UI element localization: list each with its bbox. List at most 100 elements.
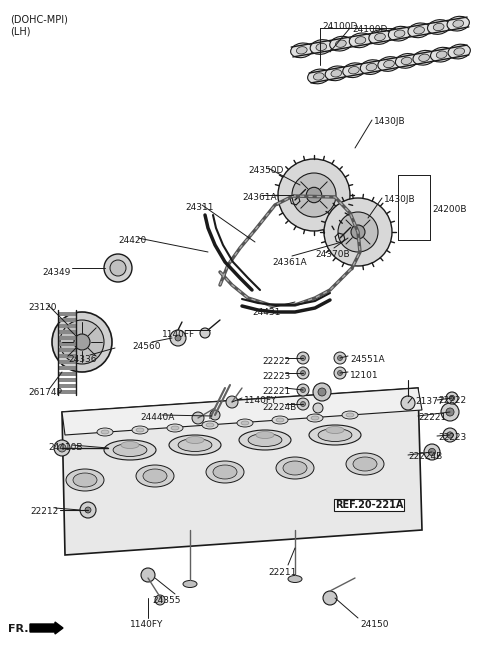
Circle shape: [313, 403, 323, 413]
Text: FR.: FR.: [8, 624, 28, 634]
Ellipse shape: [113, 443, 147, 457]
Polygon shape: [62, 388, 422, 555]
Ellipse shape: [316, 43, 327, 50]
Ellipse shape: [346, 413, 354, 417]
Text: 23120: 23120: [28, 303, 57, 312]
Ellipse shape: [136, 465, 174, 487]
Text: 24311: 24311: [185, 203, 214, 212]
Ellipse shape: [413, 50, 435, 65]
Circle shape: [300, 356, 305, 360]
Ellipse shape: [239, 430, 291, 450]
Ellipse shape: [241, 421, 249, 425]
Text: 22223: 22223: [262, 372, 290, 381]
Circle shape: [226, 396, 238, 408]
Text: 22224B: 22224B: [262, 403, 296, 412]
Ellipse shape: [343, 63, 365, 77]
Circle shape: [155, 595, 165, 605]
Circle shape: [74, 334, 90, 350]
Circle shape: [446, 408, 454, 416]
Text: 22223: 22223: [438, 433, 466, 442]
Circle shape: [210, 410, 220, 420]
Ellipse shape: [288, 576, 302, 582]
Ellipse shape: [346, 453, 384, 475]
Ellipse shape: [237, 419, 253, 427]
Circle shape: [300, 402, 305, 407]
Text: 22221: 22221: [418, 413, 446, 422]
Text: 1140FY: 1140FY: [130, 620, 163, 629]
Ellipse shape: [447, 16, 469, 31]
Ellipse shape: [101, 430, 109, 434]
Bar: [58, 342, 76, 346]
Ellipse shape: [313, 73, 324, 80]
Ellipse shape: [336, 40, 346, 47]
Circle shape: [54, 440, 70, 456]
Text: (DOHC-MPI): (DOHC-MPI): [10, 15, 68, 25]
Ellipse shape: [448, 44, 470, 59]
Ellipse shape: [396, 54, 418, 68]
Text: 21377: 21377: [415, 397, 444, 406]
Circle shape: [297, 367, 309, 379]
Ellipse shape: [428, 20, 450, 34]
Circle shape: [334, 367, 346, 379]
Text: 24420: 24420: [118, 236, 146, 245]
Bar: [58, 366, 76, 370]
Ellipse shape: [349, 33, 372, 48]
Circle shape: [192, 412, 204, 424]
Bar: [58, 360, 76, 364]
Circle shape: [324, 198, 392, 266]
Text: 26174P: 26174P: [28, 388, 62, 397]
Circle shape: [401, 396, 415, 410]
Text: 24336: 24336: [68, 355, 96, 364]
Ellipse shape: [171, 426, 179, 430]
Circle shape: [60, 320, 104, 364]
Ellipse shape: [73, 473, 97, 487]
Text: 22212: 22212: [30, 507, 58, 516]
Text: 1140FF: 1140FF: [162, 330, 195, 339]
Bar: [58, 354, 76, 358]
Circle shape: [323, 591, 337, 605]
Text: 24370B: 24370B: [315, 250, 349, 259]
Ellipse shape: [378, 56, 400, 71]
Bar: [58, 384, 76, 388]
Ellipse shape: [308, 69, 330, 84]
Ellipse shape: [136, 428, 144, 432]
Bar: [58, 318, 76, 322]
Ellipse shape: [431, 47, 453, 62]
Circle shape: [306, 187, 322, 202]
Text: 24350D: 24350D: [248, 166, 283, 175]
Bar: [58, 312, 76, 316]
Circle shape: [351, 225, 365, 239]
Circle shape: [318, 388, 326, 396]
Text: 22222: 22222: [262, 357, 290, 366]
Ellipse shape: [331, 69, 342, 77]
Circle shape: [337, 371, 343, 375]
Ellipse shape: [401, 57, 412, 65]
Circle shape: [297, 398, 309, 410]
Text: 24349: 24349: [42, 268, 71, 277]
Ellipse shape: [283, 461, 307, 475]
Text: 1140FY: 1140FY: [244, 396, 277, 405]
Circle shape: [141, 568, 155, 582]
Text: 22221: 22221: [262, 387, 290, 396]
Circle shape: [338, 212, 378, 252]
Ellipse shape: [388, 26, 411, 41]
Ellipse shape: [248, 434, 282, 447]
Circle shape: [424, 444, 440, 460]
Circle shape: [297, 352, 309, 364]
Circle shape: [104, 254, 132, 282]
Ellipse shape: [348, 67, 359, 74]
Ellipse shape: [311, 416, 319, 420]
Text: REF.20-221A: REF.20-221A: [335, 500, 403, 510]
Ellipse shape: [307, 414, 323, 422]
Polygon shape: [62, 388, 422, 435]
Bar: [58, 372, 76, 376]
Circle shape: [80, 502, 96, 518]
Text: 24100D: 24100D: [352, 25, 387, 34]
Ellipse shape: [66, 469, 104, 491]
Ellipse shape: [433, 24, 444, 31]
Circle shape: [443, 428, 457, 442]
Ellipse shape: [318, 428, 352, 441]
Text: 1430JB: 1430JB: [374, 117, 406, 126]
Ellipse shape: [366, 64, 377, 71]
Circle shape: [300, 371, 305, 375]
